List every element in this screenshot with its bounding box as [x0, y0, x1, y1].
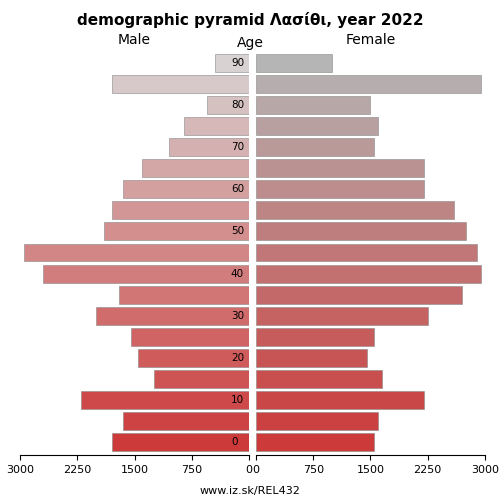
Text: 70: 70 — [231, 142, 244, 152]
Bar — [256, 307, 428, 324]
Bar — [256, 222, 466, 240]
Bar — [123, 180, 249, 198]
Bar — [120, 286, 249, 304]
Bar — [256, 244, 478, 262]
Bar — [96, 307, 249, 324]
Title: Male: Male — [118, 34, 151, 48]
Bar — [184, 117, 249, 135]
Text: 10: 10 — [231, 395, 244, 405]
Bar — [256, 180, 424, 198]
Bar — [142, 159, 249, 177]
Bar — [256, 96, 370, 114]
Bar — [123, 412, 249, 430]
Text: 90: 90 — [231, 58, 244, 68]
Bar — [256, 202, 454, 220]
Bar — [256, 412, 378, 430]
Bar — [104, 222, 249, 240]
Bar — [154, 370, 249, 388]
Bar — [256, 391, 424, 409]
Title: Female: Female — [346, 34, 396, 48]
Text: 40: 40 — [231, 268, 244, 278]
Bar — [256, 286, 462, 304]
Text: 20: 20 — [231, 353, 244, 363]
Text: Age: Age — [236, 36, 264, 50]
Bar — [256, 264, 481, 282]
Bar — [112, 75, 249, 92]
Bar — [112, 202, 249, 220]
Bar — [138, 349, 249, 367]
Bar — [256, 370, 382, 388]
Text: 30: 30 — [231, 311, 244, 321]
Bar — [112, 434, 249, 452]
Text: www.iz.sk/REL432: www.iz.sk/REL432 — [200, 486, 300, 496]
Text: 0: 0 — [231, 438, 237, 448]
Text: demographic pyramid Λασίθι, year 2022: demographic pyramid Λασίθι, year 2022 — [76, 12, 424, 28]
Bar — [169, 138, 249, 156]
Text: 60: 60 — [231, 184, 244, 194]
Bar — [214, 54, 249, 72]
Text: 80: 80 — [231, 100, 244, 110]
Bar — [43, 264, 249, 282]
Bar — [256, 75, 481, 92]
Bar — [207, 96, 249, 114]
Bar — [256, 328, 374, 346]
Bar — [24, 244, 249, 262]
Bar — [256, 138, 374, 156]
Bar — [256, 159, 424, 177]
Bar — [256, 434, 374, 452]
Bar — [256, 117, 378, 135]
Bar — [256, 54, 332, 72]
Bar — [81, 391, 249, 409]
Bar — [256, 349, 366, 367]
Text: 50: 50 — [231, 226, 244, 236]
Bar — [130, 328, 249, 346]
